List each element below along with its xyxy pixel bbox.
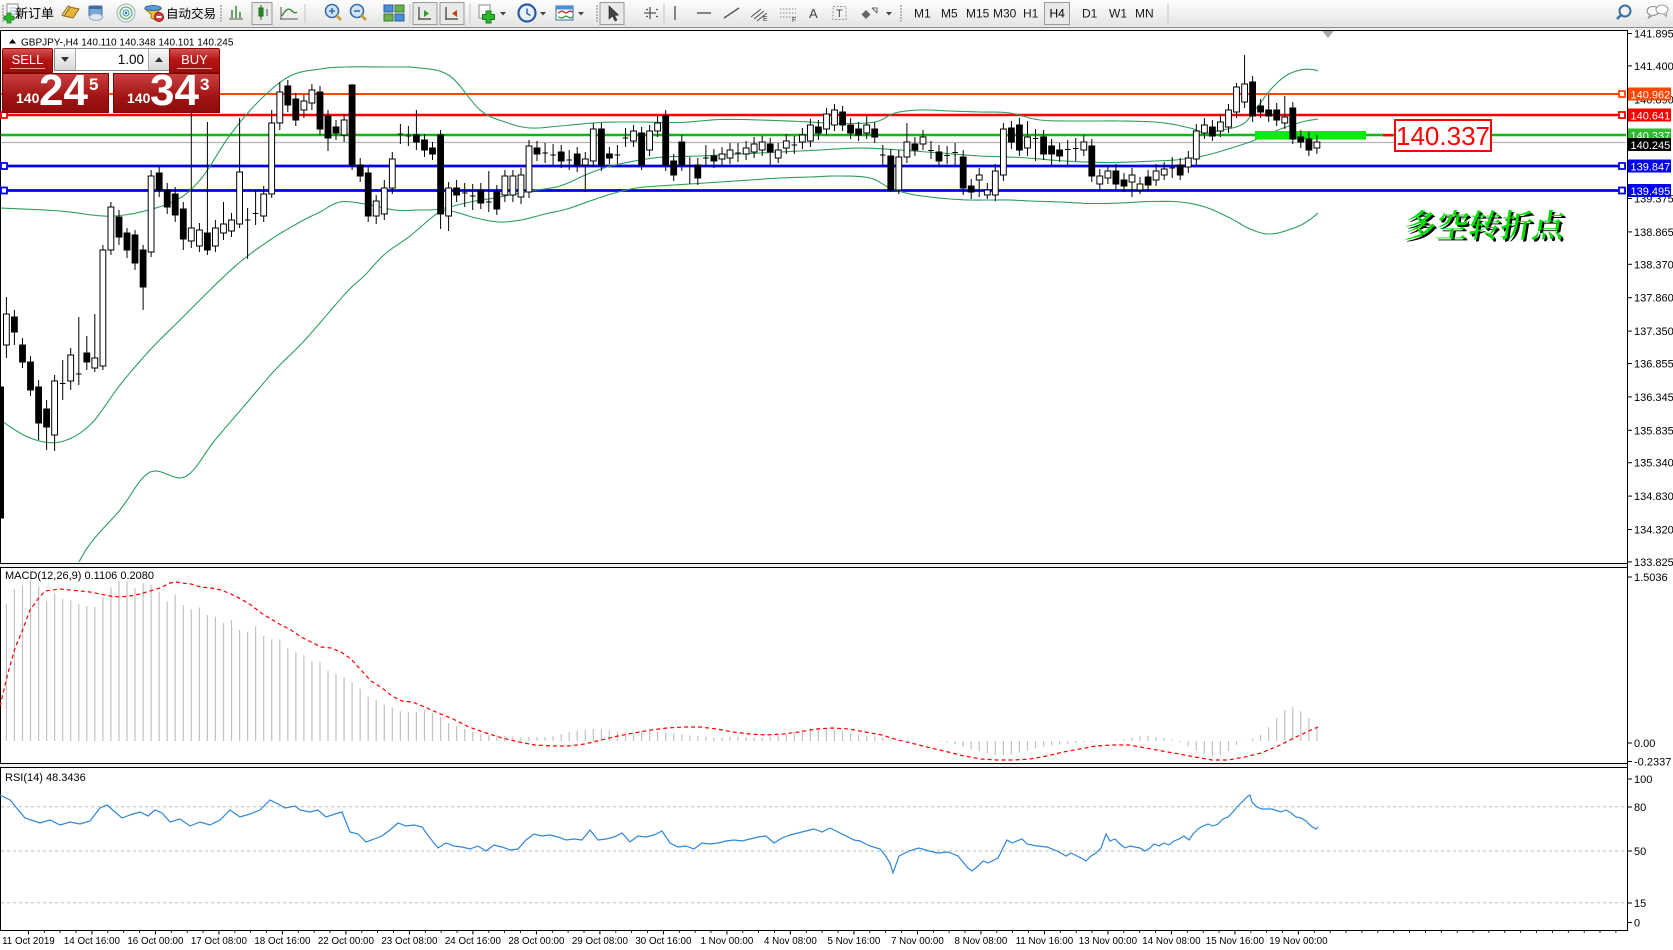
svg-text:11 Oct 2019: 11 Oct 2019 <box>2 936 55 947</box>
svg-text:E: E <box>763 16 768 23</box>
svg-text:M5: M5 <box>941 7 958 21</box>
svg-text:136.855: 136.855 <box>1634 359 1673 371</box>
svg-text:100: 100 <box>1634 774 1652 786</box>
svg-text:135.835: 135.835 <box>1634 425 1673 437</box>
svg-text:T: T <box>836 8 843 20</box>
svg-text:M15: M15 <box>966 7 990 21</box>
svg-text:24 Oct 16:00: 24 Oct 16:00 <box>445 936 502 947</box>
svg-text:19 Nov 00:00: 19 Nov 00:00 <box>1269 936 1328 947</box>
svg-text:140.641: 140.641 <box>1631 111 1671 123</box>
svg-text:29 Oct 08:00: 29 Oct 08:00 <box>572 936 629 947</box>
svg-text:D1: D1 <box>1082 7 1098 21</box>
svg-text:22 Oct 00:00: 22 Oct 00:00 <box>318 936 375 947</box>
svg-text:GBPJPY-,H4 140.110 140.348 14: GBPJPY-,H4 140.110 140.348 140.101 140.2… <box>21 38 234 49</box>
svg-text:134.320: 134.320 <box>1634 525 1673 537</box>
svg-text:0: 0 <box>1634 918 1640 930</box>
svg-text:28 Oct 00:00: 28 Oct 00:00 <box>508 936 565 947</box>
svg-text:23 Oct 08:00: 23 Oct 08:00 <box>381 936 438 947</box>
svg-text:F: F <box>792 17 796 24</box>
svg-text:140.245: 140.245 <box>1631 140 1671 152</box>
svg-text:W1: W1 <box>1109 7 1127 21</box>
svg-text:16 Oct 00:00: 16 Oct 00:00 <box>127 936 184 947</box>
svg-text:140.962: 140.962 <box>1631 90 1671 102</box>
svg-text:18 Oct 16:00: 18 Oct 16:00 <box>254 936 311 947</box>
svg-text:134.830: 134.830 <box>1634 491 1673 503</box>
svg-text:136.345: 136.345 <box>1634 392 1673 404</box>
svg-text:135.340: 135.340 <box>1634 458 1673 470</box>
svg-text:141.895: 141.895 <box>1634 29 1673 41</box>
svg-text:13 Nov 00:00: 13 Nov 00:00 <box>1079 936 1138 947</box>
svg-text:1 Nov 00:00: 1 Nov 00:00 <box>700 936 753 947</box>
svg-text:141.400: 141.400 <box>1634 61 1673 73</box>
svg-text:0.00: 0.00 <box>1634 738 1655 750</box>
svg-text:137.860: 137.860 <box>1634 293 1673 305</box>
svg-text:15 Nov 16:00: 15 Nov 16:00 <box>1206 936 1265 947</box>
svg-text:H1: H1 <box>1023 7 1039 21</box>
svg-text:139.847: 139.847 <box>1631 162 1671 174</box>
svg-text:5 Nov 16:00: 5 Nov 16:00 <box>827 936 880 947</box>
svg-text:MACD(12,26,9) 0.1106 0.2080: MACD(12,26,9) 0.1106 0.2080 <box>5 570 154 582</box>
svg-text:1.5036: 1.5036 <box>1634 572 1668 584</box>
svg-text:138.865: 138.865 <box>1634 227 1673 239</box>
svg-text:M30: M30 <box>993 7 1017 21</box>
svg-text:14 Nov 08:00: 14 Nov 08:00 <box>1142 936 1201 947</box>
svg-text:30 Oct 16:00: 30 Oct 16:00 <box>635 936 692 947</box>
svg-text:4 Nov 08:00: 4 Nov 08:00 <box>764 936 817 947</box>
svg-text:14 Oct 16:00: 14 Oct 16:00 <box>64 936 121 947</box>
svg-text:139.495: 139.495 <box>1631 186 1671 198</box>
svg-text:80: 80 <box>1634 802 1646 814</box>
svg-text:138.370: 138.370 <box>1634 259 1673 271</box>
svg-text:11 Nov 16:00: 11 Nov 16:00 <box>1016 936 1074 947</box>
svg-text:H4: H4 <box>1050 7 1066 21</box>
svg-text:7 Nov 00:00: 7 Nov 00:00 <box>891 936 944 947</box>
svg-text:M1: M1 <box>914 7 931 21</box>
svg-text:50: 50 <box>1634 846 1646 858</box>
svg-text:17 Oct 08:00: 17 Oct 08:00 <box>191 936 248 947</box>
svg-text:-0.2337: -0.2337 <box>1634 757 1671 769</box>
svg-text:137.350: 137.350 <box>1634 326 1673 338</box>
svg-text:15: 15 <box>1634 898 1646 910</box>
svg-text:RSI(14) 48.3436: RSI(14) 48.3436 <box>5 772 86 784</box>
svg-text:A: A <box>809 6 818 21</box>
svg-text:133.825: 133.825 <box>1634 557 1673 569</box>
svg-text:8 Nov 08:00: 8 Nov 08:00 <box>954 936 1007 947</box>
svg-text:MN: MN <box>1135 7 1154 21</box>
